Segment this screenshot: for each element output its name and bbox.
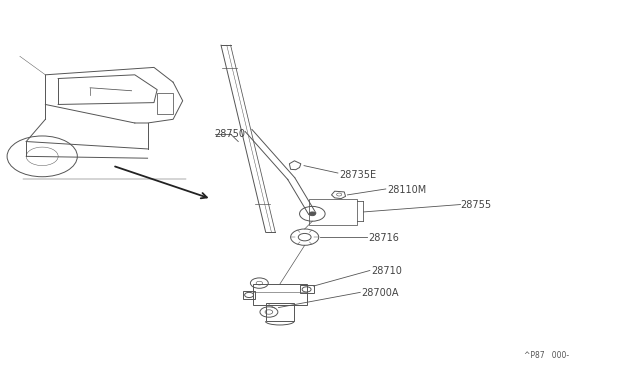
Text: 28710: 28710 (371, 266, 402, 276)
Bar (266, 304, 294, 321)
Bar (157, 93, 173, 114)
Text: 28750: 28750 (214, 129, 246, 139)
Text: 28110M: 28110M (387, 185, 426, 195)
Text: ^P87   000-: ^P87 000- (524, 351, 570, 360)
Circle shape (309, 212, 316, 216)
Text: 28755: 28755 (461, 199, 492, 209)
Text: 28735E: 28735E (339, 170, 376, 180)
Bar (243, 291, 255, 299)
Text: 28700A: 28700A (362, 288, 399, 298)
Bar (309, 199, 357, 225)
Text: 28716: 28716 (368, 233, 399, 243)
Bar (300, 285, 314, 294)
Bar (253, 284, 307, 305)
